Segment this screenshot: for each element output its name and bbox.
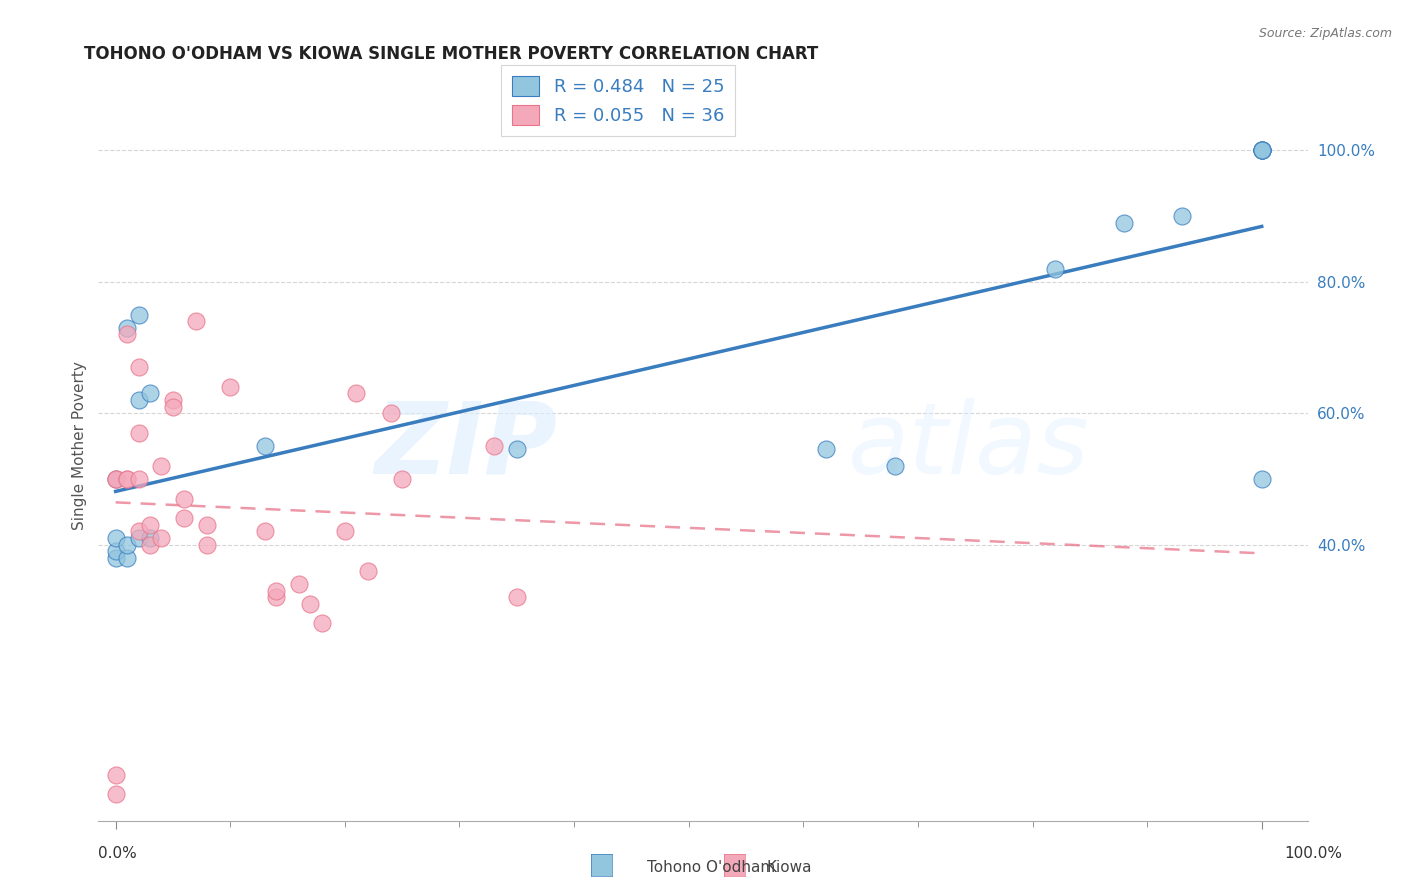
Point <box>344 386 367 401</box>
Point <box>128 360 150 375</box>
Point <box>288 577 311 591</box>
Point <box>128 472 150 486</box>
Point <box>195 517 218 532</box>
Point <box>357 564 380 578</box>
Point <box>506 442 529 457</box>
Text: 100.0%: 100.0% <box>1285 846 1343 861</box>
Point <box>311 616 333 631</box>
Point <box>115 472 138 486</box>
Point <box>482 439 505 453</box>
Point <box>104 472 127 486</box>
Point <box>104 472 127 486</box>
Point <box>264 583 287 598</box>
Point <box>173 491 195 506</box>
Point <box>104 788 127 802</box>
Point <box>391 472 413 486</box>
Point <box>162 392 184 407</box>
Point <box>104 767 127 781</box>
Point <box>150 458 173 473</box>
Point <box>380 406 402 420</box>
Point <box>104 472 127 486</box>
Point <box>884 458 907 473</box>
Point <box>128 425 150 440</box>
Point <box>115 320 138 334</box>
Point <box>195 538 218 552</box>
Point <box>139 517 162 532</box>
Point <box>104 550 127 565</box>
Point <box>1045 261 1067 276</box>
Text: Source: ZipAtlas.com: Source: ZipAtlas.com <box>1258 27 1392 40</box>
Point <box>1250 472 1272 486</box>
Text: Kiowa: Kiowa <box>766 860 811 874</box>
Point <box>115 538 138 552</box>
Point <box>1114 215 1136 229</box>
Text: ZIP: ZIP <box>375 398 558 494</box>
Point <box>1250 143 1272 157</box>
Point <box>253 439 276 453</box>
Point <box>506 590 529 604</box>
Point <box>1250 143 1272 157</box>
Point <box>128 531 150 545</box>
Legend: R = 0.484   N = 25, R = 0.055   N = 36: R = 0.484 N = 25, R = 0.055 N = 36 <box>502 65 735 136</box>
Point <box>1250 143 1272 157</box>
Text: Tohono O'odham: Tohono O'odham <box>647 860 775 874</box>
Point <box>1170 209 1192 223</box>
Point <box>253 524 276 539</box>
Point <box>104 544 127 558</box>
Point <box>115 472 138 486</box>
Point <box>264 590 287 604</box>
Point <box>128 392 150 407</box>
Point <box>299 597 322 611</box>
Point <box>219 380 242 394</box>
Point <box>1250 143 1272 157</box>
Text: atlas: atlas <box>848 398 1090 494</box>
Y-axis label: Single Mother Poverty: Single Mother Poverty <box>72 361 87 531</box>
Point <box>1250 143 1272 157</box>
Point <box>815 442 838 457</box>
Point <box>128 308 150 322</box>
Point <box>173 511 195 525</box>
Point <box>162 400 184 414</box>
Point <box>333 524 356 539</box>
Point <box>139 538 162 552</box>
Point <box>184 314 207 328</box>
Point <box>139 531 162 545</box>
Point <box>104 531 127 545</box>
Point <box>139 386 162 401</box>
Point <box>115 327 138 342</box>
Text: TOHONO O'ODHAM VS KIOWA SINGLE MOTHER POVERTY CORRELATION CHART: TOHONO O'ODHAM VS KIOWA SINGLE MOTHER PO… <box>84 45 818 62</box>
Point <box>150 531 173 545</box>
Text: 0.0%: 0.0% <box>98 846 138 861</box>
Point <box>128 524 150 539</box>
Point <box>115 550 138 565</box>
